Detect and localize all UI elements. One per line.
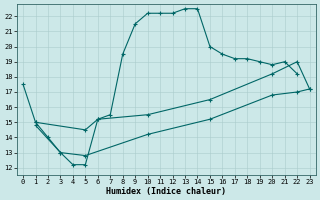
X-axis label: Humidex (Indice chaleur): Humidex (Indice chaleur) — [106, 187, 226, 196]
